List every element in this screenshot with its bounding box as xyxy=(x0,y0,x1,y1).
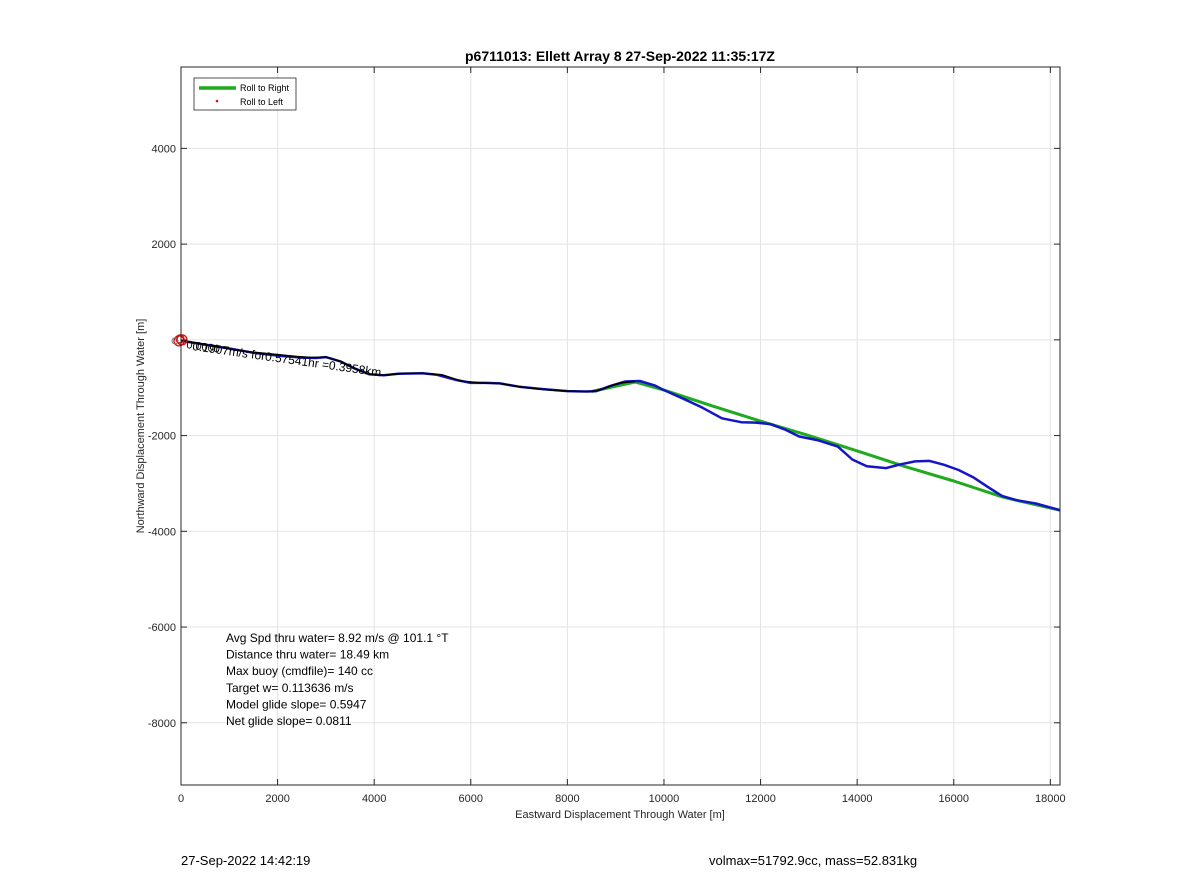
path-annotation: 0.1907m/s for0.57541hr =0.3958km xyxy=(192,339,383,379)
x-tick-label: 16000 xyxy=(938,793,969,805)
y-tick-label: 2000 xyxy=(152,239,176,251)
start-label: 0.0000 xyxy=(186,339,221,356)
x-tick-label: 6000 xyxy=(459,793,483,805)
tick-labels: 0 2000 4000 6000 8000 10000 12000 14000 16000 180… xyxy=(148,143,1066,805)
y-axis-label: Northward Displacement Through Water [m] xyxy=(135,319,147,534)
series-line-0 xyxy=(591,380,1061,512)
footer-date: 27-Sep-2022 14:42:19 xyxy=(181,853,311,868)
tick-marks xyxy=(180,67,1060,785)
legend: Roll to Right Roll to Left xyxy=(193,77,297,111)
x-tick-label: 0 xyxy=(178,793,184,805)
legend-box xyxy=(193,77,297,111)
x-tick-label: 18000 xyxy=(1035,793,1066,805)
y-tick-label: 4000 xyxy=(152,143,176,155)
x-tick-label: 2000 xyxy=(265,793,289,805)
axes-frame xyxy=(180,66,1061,786)
footer-volmax: volmax=51792.9cc, mass=52.831kg xyxy=(709,853,918,868)
stats-line: Distance thru water= 18.49 km xyxy=(226,648,389,662)
x-tick-label: 14000 xyxy=(842,793,873,805)
stats-line: Net glide slope= 0.0811 xyxy=(226,714,352,728)
chart-title: p6711013: Ellett Array 8 27-Sep-2022 11:… xyxy=(465,48,775,64)
x-tick-label: 12000 xyxy=(745,793,776,805)
x-tick-label: 8000 xyxy=(555,793,579,805)
y-tick-label: -2000 xyxy=(148,431,176,443)
stats-line: Target w= 0.113636 m/s xyxy=(226,681,354,695)
stats-line: Model glide slope= 0.5947 xyxy=(226,697,367,711)
series-line-3 xyxy=(180,340,636,393)
legend-label-roll-left: Roll to Left xyxy=(240,97,284,107)
stats-box: Avg Spd thru water= 8.92 m/s @ 101.1 °T D… xyxy=(226,631,449,728)
stats-line: Avg Spd thru water= 8.92 m/s @ 101.1 °T xyxy=(226,631,449,645)
grid-lines xyxy=(180,67,1060,785)
legend-label-roll-right: Roll to Right xyxy=(240,83,290,93)
start-marker-grey xyxy=(171,337,179,345)
series-group xyxy=(180,339,1061,512)
y-tick-label: -8000 xyxy=(148,718,176,730)
y-tick-label: -4000 xyxy=(148,526,176,538)
x-tick-label: 4000 xyxy=(362,793,386,805)
legend-swatch-roll-left xyxy=(215,99,219,103)
y-tick-label: -6000 xyxy=(148,622,176,634)
x-tick-label: 10000 xyxy=(649,793,680,805)
stats-line: Max buoy (cmdfile)= 140 cc xyxy=(226,664,373,678)
x-axis-label: Eastward Displacement Through Water [m] xyxy=(515,809,725,821)
start-marker xyxy=(175,334,185,344)
